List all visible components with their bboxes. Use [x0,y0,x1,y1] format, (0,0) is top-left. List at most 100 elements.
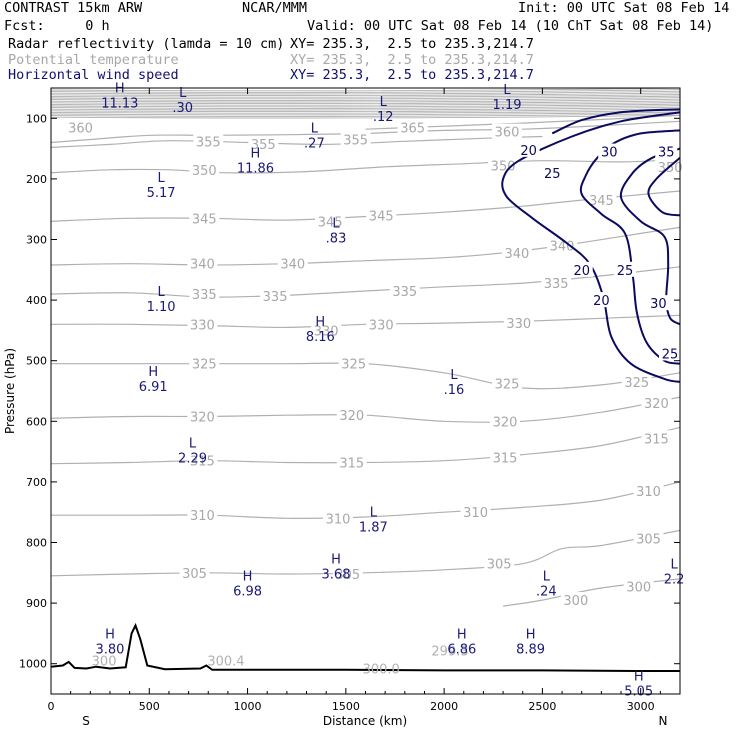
extremum-value: 6.91 [139,380,168,395]
valid-time: Valid: 00 UTC Sat 08 Feb 14 (10 ChT Sat … [307,18,714,34]
wind-label-bg [647,295,670,311]
theta-label-bg [189,210,220,226]
top-band-line [50,92,681,96]
surface-label: 300.4 [207,655,244,670]
wind-contour-label: 25 [544,167,561,182]
wind-label-bg [659,345,681,361]
theta-label-bg [560,592,591,608]
y-tick-label: 100 [26,112,47,125]
theta-label-bg [260,287,291,303]
theta-contour-label: 340 [280,258,305,273]
theta-label-bg [193,133,224,149]
theta-label-bg [397,119,428,135]
theta-label-bg [366,316,397,332]
top-band-line [50,98,681,103]
theta-contour-line [50,226,681,266]
theta-contour-label: 340 [190,258,215,273]
theta-contour-label: 315 [644,432,669,447]
wind-contour-label: 25 [662,347,679,362]
extremum-type: H [331,553,341,568]
extremum-type: H [634,670,644,685]
theta-contour-label: 310 [326,512,351,527]
field-xy-reflectivity: XY= 235.3, 2.5 to 235.3,214.7 [290,36,534,52]
wind-contour-label: 30 [601,146,618,161]
x-tick-label: 1000 [234,700,262,713]
theta-label-bg [501,244,532,260]
theta-contour-label: 350 [491,160,516,175]
theta-label-bg [641,395,672,411]
extremum-value: .24 [536,585,557,600]
wind-contour-label: 30 [650,297,667,312]
field-name-wind: Horizontal wind speed [8,67,179,83]
wind-label-bg [590,292,613,308]
wind-contour-label: 20 [593,294,610,309]
theta-contour-label: 345 [318,215,343,230]
theta-label-bg [492,123,523,139]
x-tick-label: 2000 [430,700,458,713]
theta-label-bg [338,355,369,371]
theta-label-bg [187,316,218,332]
top-band-line [50,111,681,116]
extremum-type: L [189,436,197,451]
surface-label: 300 [92,655,117,670]
theta-label-bg [189,286,220,302]
extremum-value: 1.87 [359,520,388,535]
theta-contour-label: 330 [506,317,531,332]
top-band-line [50,100,681,104]
extremum-value: 2.29 [178,451,207,466]
extremum-type: H [315,315,325,330]
x-axis-title: Distance (km) [323,714,407,728]
theta-contour-label: 325 [495,378,520,393]
x-tick-label: 3000 [627,700,655,713]
top-band-line [50,97,681,101]
y-tick-label: 700 [26,476,47,489]
theta-label-bg [332,566,363,582]
x-tick-label: 500 [139,700,160,713]
theta-contour-label: 325 [624,376,649,391]
y-tick-label: 600 [26,415,47,428]
extremum-type: L [670,558,678,573]
center-label: NCAR/MMM [242,0,308,16]
wind-contour-label: 25 [617,264,634,279]
top-band-line [50,89,681,93]
extremum-value: 3.80 [95,642,124,657]
theta-contour-label: 355 [251,138,276,153]
x-tick-label: 2500 [528,700,556,713]
axes: 0 500 1000 1500 2000 2500 3000 100 200 300 400 500 6… [19,88,681,713]
theta-label-bg [336,407,367,423]
theta-contour-line [51,481,681,519]
theta-label-bg [460,504,491,520]
extremum-type: L [157,285,165,300]
extremum-type: L [450,368,458,383]
theta-label-bg [586,192,617,208]
theta-contour-label: 320 [644,397,669,412]
wind-label-bg [613,261,636,277]
theta-label-bg [248,135,279,151]
extremum-type: H [243,570,253,585]
theta-label-bg [340,131,371,147]
theta-contour-label: 355 [196,135,221,150]
theta-label-bg [547,237,578,253]
theta-contour-label: 330 [314,324,339,339]
forecast-hour: Fcst: 0 h [4,18,110,34]
theta-contour-label: 335 [263,290,288,305]
theta-contour-label: 305 [182,567,207,582]
theta-label-bg [621,373,652,389]
theta-contour-label: 310 [190,509,215,524]
extremum-value: 6.86 [447,642,476,657]
theta-label-bg [187,452,218,468]
theta-contour-label: 320 [190,410,215,425]
extrema-markers: H11.13L.30 L.12L1.19L.27H11.86L5.17L.83L1… [95,81,684,699]
extremum-value: 1.10 [147,300,176,315]
extremum-value: .12 [373,110,394,125]
theta-contour-label: 315 [339,457,364,472]
surface-label: 299.3 [431,644,468,659]
y-axis-title: Pressure (hPa) [3,348,17,434]
field-xy-theta: XY= 235.3, 2.5 to 235.3,214.7 [290,52,534,68]
theta-label-bg [189,355,220,371]
wind-contour-line [579,129,680,365]
theta-contour-line [50,314,681,329]
wind-contour-label: 20 [573,264,590,279]
